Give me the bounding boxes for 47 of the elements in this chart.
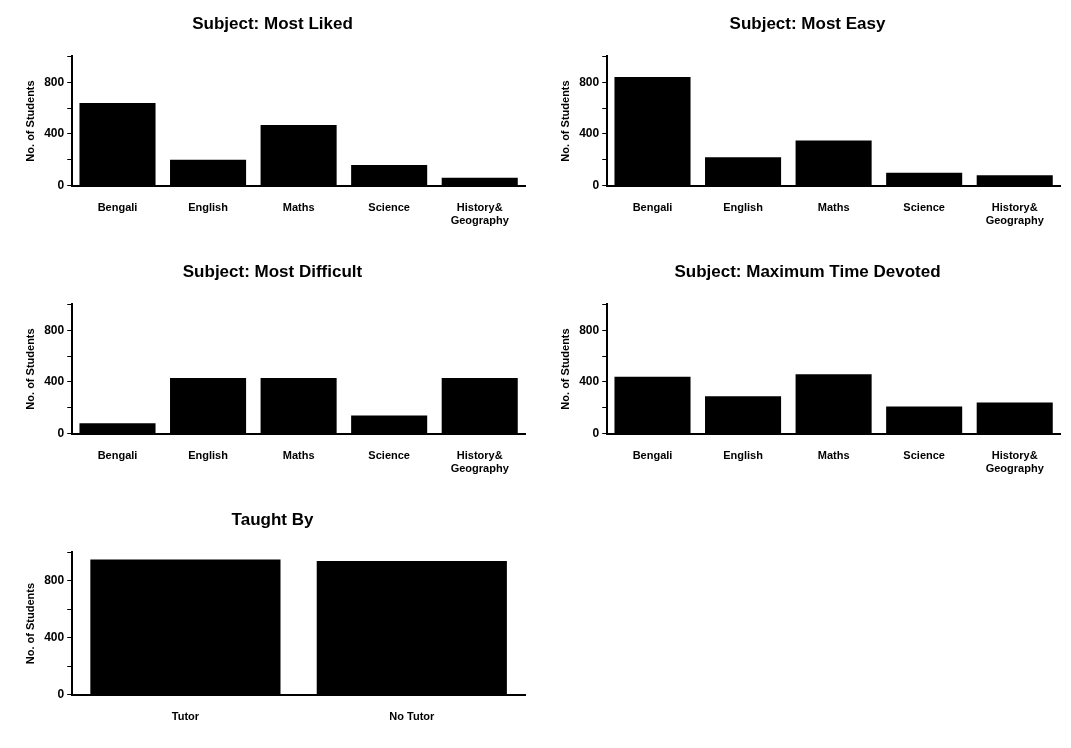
y-axis-title: No. of Students — [558, 80, 571, 162]
x-tick-label: Bengali — [632, 201, 673, 214]
y-axis-title: No. of Students — [23, 328, 36, 410]
x-tick-label: English — [723, 201, 764, 214]
x-tick-label: Science — [368, 449, 410, 462]
y-tick-label: 400 — [44, 374, 65, 389]
y-axis-title: No. of Students — [23, 80, 36, 162]
x-tick-label: Bengali — [632, 449, 673, 462]
x-tick-label: English — [723, 449, 764, 462]
y-tick-label: 0 — [592, 177, 600, 192]
x-tick-label: Maths — [282, 201, 315, 214]
x-tick-label: No Tutor — [389, 710, 436, 723]
x-tick-label: Maths — [817, 449, 850, 462]
y-tick-label: 0 — [57, 687, 65, 702]
chart-title: Subject: Most Easy — [729, 13, 886, 33]
x-tick-label: English — [188, 449, 229, 462]
y-tick-label: 0 — [592, 425, 600, 440]
x-tick-label: History& Geography — [450, 201, 510, 227]
x-tick-label: Maths — [817, 201, 850, 214]
x-tick-label: History& Geography — [450, 449, 510, 475]
y-tick-label: 800 — [44, 573, 65, 588]
x-tick-label: Science — [903, 449, 945, 462]
x-tick-label: Maths — [282, 449, 315, 462]
y-tick-label: 400 — [579, 374, 600, 389]
chart-title: Subject: Most Difficult — [182, 261, 363, 281]
y-axis-title: No. of Students — [558, 328, 571, 410]
y-tick-label: 400 — [579, 126, 600, 141]
y-tick-label: 0 — [57, 177, 65, 192]
y-tick-label: 800 — [579, 322, 600, 337]
x-tick-label: Science — [903, 201, 945, 214]
x-tick-label: English — [188, 201, 229, 214]
y-tick-label: 800 — [44, 74, 65, 89]
y-tick-label: 0 — [57, 425, 65, 440]
x-tick-label: History& Geography — [985, 201, 1045, 227]
x-tick-label: Bengali — [97, 449, 138, 462]
y-tick-label: 400 — [44, 126, 65, 141]
x-tick-label: History& Geography — [985, 449, 1045, 475]
x-tick-label: Tutor — [171, 710, 200, 723]
chart-title: Subject: Most Liked — [192, 13, 353, 33]
chart-title: Subject: Maximum Time Devoted — [674, 261, 941, 281]
chart-title: Taught By — [231, 509, 314, 529]
y-axis-title: No. of Students — [23, 582, 36, 665]
x-tick-label: Bengali — [97, 201, 138, 214]
y-tick-label: 400 — [44, 630, 65, 645]
y-tick-label: 800 — [579, 74, 600, 89]
x-tick-label: Science — [368, 201, 410, 214]
y-tick-label: 800 — [44, 322, 65, 337]
